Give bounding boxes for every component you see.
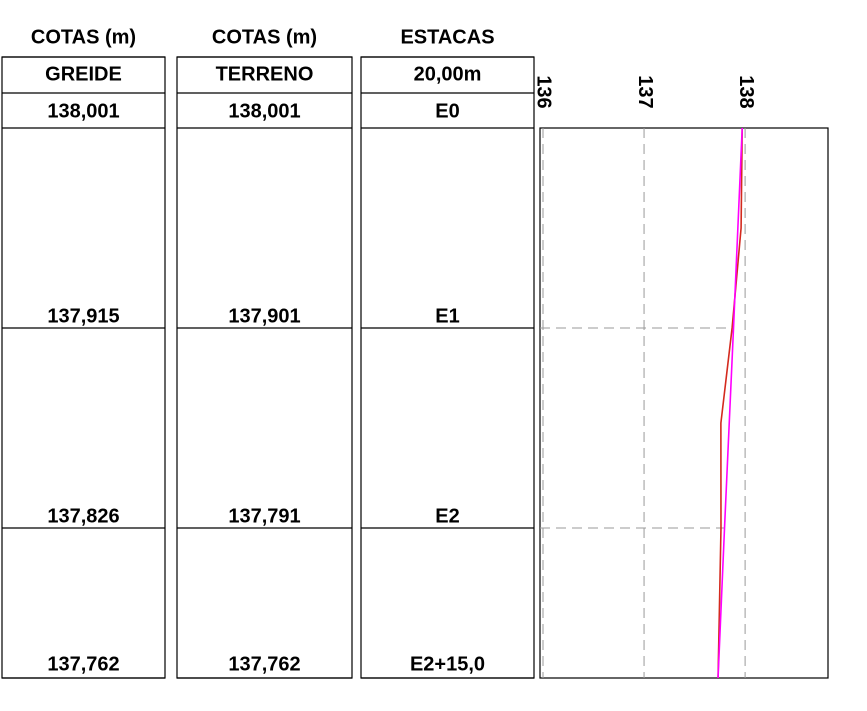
cell: 137,826 <box>47 505 119 527</box>
x-tick-label: 136 <box>533 75 555 108</box>
column-header: ESTACAS <box>400 26 494 48</box>
column-subheader: TERRENO <box>216 63 314 85</box>
profile-line <box>717 127 744 679</box>
column-subheader: 20,00m <box>414 63 482 85</box>
column-box <box>1 56 166 679</box>
cell: 137,791 <box>228 505 300 527</box>
column-header: COTAS (m) <box>31 26 136 48</box>
cell: 137,762 <box>228 653 300 675</box>
cell: 138,001 <box>47 100 119 122</box>
column-subheader: GREIDE <box>45 63 122 85</box>
cell: E2+15,0 <box>410 653 485 675</box>
x-tick-label: 138 <box>735 75 757 108</box>
column-box <box>176 56 353 679</box>
profile-line <box>717 127 744 679</box>
column-box <box>360 56 535 679</box>
cell: E1 <box>435 305 459 327</box>
x-tick-label: 137 <box>634 75 656 108</box>
cell: E0 <box>435 100 459 122</box>
cell: E2 <box>435 505 459 527</box>
cell: 137,762 <box>47 653 119 675</box>
cell: 138,001 <box>228 100 300 122</box>
column-header: COTAS (m) <box>212 26 317 48</box>
cell: 137,901 <box>228 305 300 327</box>
chart-box <box>539 127 829 679</box>
cell: 137,915 <box>47 305 119 327</box>
